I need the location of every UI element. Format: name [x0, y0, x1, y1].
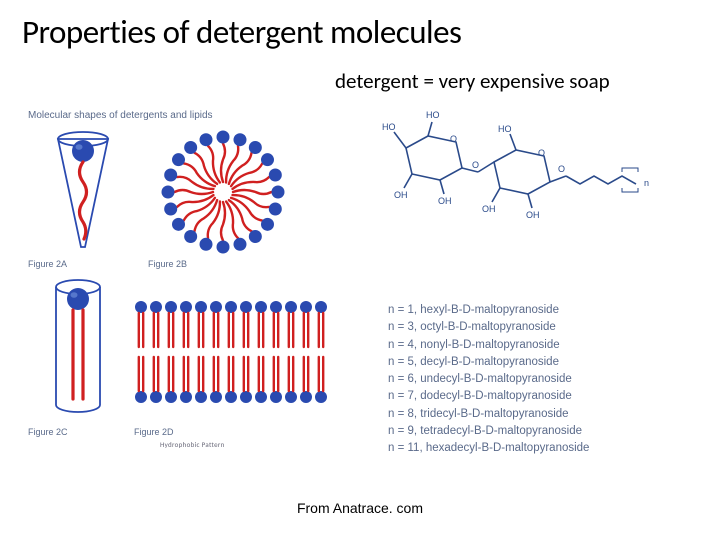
page-title: Properties of detergent molecules — [0, 0, 720, 52]
list-item: n = 1, hexyl-B-D-maltopyranoside — [388, 302, 589, 319]
micelle-icon — [143, 127, 303, 257]
maltoside-structure-icon: HO HO OH OH HO O O O OH OH O n — [368, 102, 688, 252]
figure-2a: Figure 2A — [28, 127, 138, 269]
subtitle: detergent = very expensive soap — [335, 68, 610, 94]
fig-c-label: Figure 2C — [28, 427, 68, 437]
figure-2d: Figure 2D — [128, 275, 338, 437]
fig-a-label: Figure 2A — [28, 259, 67, 269]
chem-lbl: HO — [498, 124, 512, 134]
figure-2c: Figure 2C — [28, 275, 128, 437]
list-item: n = 3, octyl-B-D-maltopyranoside — [388, 319, 589, 336]
chem-lbl: HO — [426, 110, 440, 120]
chemical-structure: HO HO OH OH HO O O O OH OH O n — [368, 102, 688, 257]
chem-lbl: O — [558, 164, 565, 174]
panel-header: Molecular shapes of detergents and lipid… — [28, 110, 348, 121]
figure-row-top: Figure 2A Figure 2B — [28, 127, 348, 269]
list-item: n = 11, hexadecyl-B-D-maltopyranoside — [388, 440, 589, 457]
chem-lbl: OH — [394, 190, 408, 200]
chem-lbl: OH — [526, 210, 540, 220]
list-item: n = 8, tridecyl-B-D-maltopyranoside — [388, 406, 589, 423]
cone-detergent-icon — [38, 127, 128, 257]
fig-b-label: Figure 2B — [148, 259, 187, 269]
cylinder-lipid-icon — [38, 275, 118, 425]
list-item: n = 4, nonyl-B-D-maltopyranoside — [388, 337, 589, 354]
bilayer-icon — [128, 275, 338, 425]
chem-lbl: HO — [382, 122, 396, 132]
figure-row-bottom: Figure 2C Figure 2D — [28, 275, 348, 437]
left-panel: Molecular shapes of detergents and lipid… — [28, 110, 348, 437]
hydrophobic-label: Hydrophobic Pattern — [160, 440, 225, 449]
list-item: n = 6, undecyl-B-D-maltopyranoside — [388, 371, 589, 388]
list-item: n = 5, decyl-B-D-maltopyranoside — [388, 354, 589, 371]
chem-lbl: O — [472, 160, 479, 170]
chem-lbl: OH — [438, 196, 452, 206]
attribution: From Anatrace. com — [0, 500, 720, 516]
chem-lbl: n — [644, 178, 649, 188]
chem-lbl: O — [538, 148, 545, 158]
list-item: n = 9, tetradecyl-B-D-maltopyranoside — [388, 423, 589, 440]
list-item: n = 7, dodecyl-B-D-maltopyranoside — [388, 388, 589, 405]
compound-list: n = 1, hexyl-B-D-maltopyranoside n = 3, … — [388, 302, 589, 457]
fig-d-label: Figure 2D — [134, 427, 174, 437]
figure-2b: Figure 2B — [138, 127, 308, 269]
chem-lbl: O — [450, 134, 457, 144]
chem-lbl: OH — [482, 204, 496, 214]
